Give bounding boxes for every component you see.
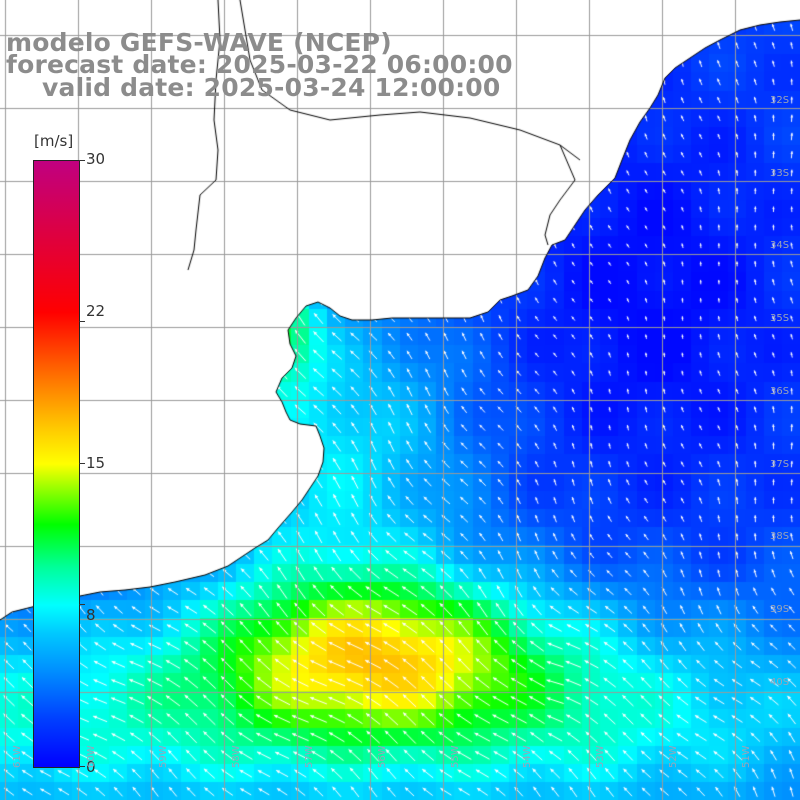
lon-label-57w: 57W — [304, 745, 315, 768]
valid-date: valid date: 2025-03-24 12:00:00 — [42, 73, 501, 102]
colorbar-tickmark — [79, 604, 85, 605]
lon-label-58w: 58W — [231, 745, 242, 768]
forecast-date: forecast date: 2025-03-22 06:00:00 — [6, 50, 513, 79]
colorbar-tick-8: 8 — [86, 606, 96, 624]
lon-label-61w: 61W — [12, 745, 23, 768]
colorbar-tick-15: 15 — [86, 454, 106, 472]
lat-label-32s: 32S — [770, 95, 790, 106]
lat-label-36s: 36S — [770, 386, 790, 397]
lat-label-40s: 40S — [770, 677, 790, 688]
lat-label-34s: 34S — [770, 240, 790, 251]
lon-label-60w: 60W — [86, 745, 97, 768]
lon-label-55w: 55W — [450, 745, 461, 768]
colorbar-tickmark — [79, 321, 85, 322]
colorbar — [33, 160, 80, 768]
lon-label-53w: 53W — [595, 745, 606, 768]
colorbar-tickmark — [79, 463, 85, 464]
colorbar-tick-30: 30 — [86, 150, 106, 168]
lon-label-52w: 52W — [668, 745, 679, 768]
colorbar-tick-22: 22 — [86, 302, 106, 320]
colorbar-tickmark — [79, 766, 85, 767]
lon-label-56w: 56W — [377, 745, 388, 768]
lat-label-39s: 39S — [770, 604, 790, 615]
model-title: modelo GEFS-WAVE (NCEP) — [6, 28, 392, 57]
lat-label-38s: 38S — [770, 531, 790, 542]
lon-label-54w: 54W — [522, 745, 533, 768]
lon-label-51w: 51W — [741, 745, 752, 768]
colorbar-tick-0: 0 — [86, 758, 96, 776]
lon-label-59w: 59W — [158, 745, 169, 768]
colorbar-unit: [m/s] — [34, 132, 74, 150]
lat-label-33s: 33S — [770, 168, 790, 179]
lat-label-35s: 35S — [770, 313, 790, 324]
lat-label-37s: 37S — [770, 459, 790, 470]
colorbar-tickmark — [79, 160, 85, 161]
